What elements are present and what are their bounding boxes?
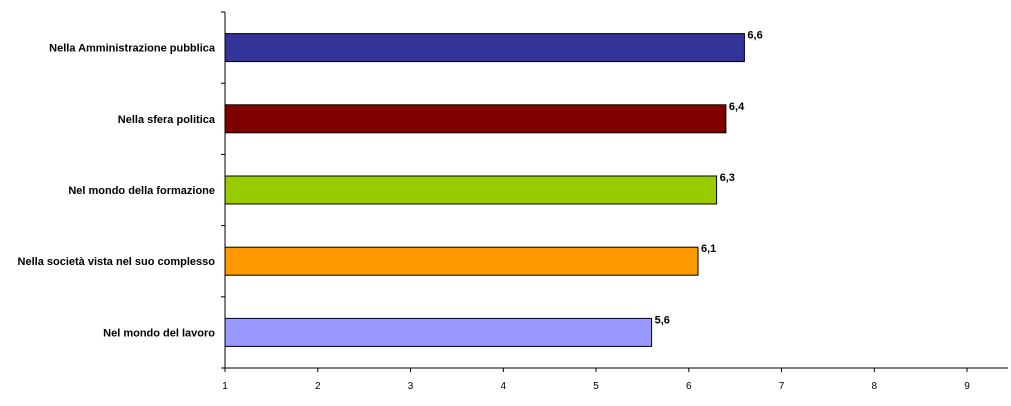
x-tick-label: 4	[501, 381, 507, 392]
bar-4	[224, 246, 699, 276]
bar-3	[224, 175, 718, 205]
category-label: Nella società vista nel suo complesso	[18, 256, 216, 268]
x-tick-label: 8	[872, 381, 878, 392]
x-tick-label: 9	[964, 381, 970, 392]
data-label: 6,6	[747, 30, 762, 42]
bars	[224, 33, 745, 347]
category-label: Nella Amministrazione pubblica	[49, 43, 216, 55]
category-label: Nella sfera politica	[118, 114, 216, 126]
category-label: Nel mondo della formazione	[68, 185, 215, 197]
bar-2	[224, 104, 727, 134]
data-label: 6,1	[701, 243, 716, 255]
x-tick-label: 2	[315, 381, 321, 392]
x-tick-label: 7	[779, 381, 785, 392]
data-label: 6,4	[729, 101, 745, 113]
bar-5	[224, 317, 653, 347]
bar-1	[224, 33, 745, 63]
data-label: 6,3	[720, 172, 735, 184]
x-tick-label: 5	[593, 381, 599, 392]
category-label: Nel mondo del lavoro	[103, 327, 215, 339]
data-label: 5,6	[655, 314, 670, 326]
labels: Nella Amministrazione pubblica 6,6 Nella s…	[18, 30, 971, 392]
x-tick-label: 1	[222, 381, 228, 392]
axes	[221, 11, 1008, 372]
x-tick-label: 6	[686, 381, 692, 392]
x-tick-label: 3	[408, 381, 414, 392]
